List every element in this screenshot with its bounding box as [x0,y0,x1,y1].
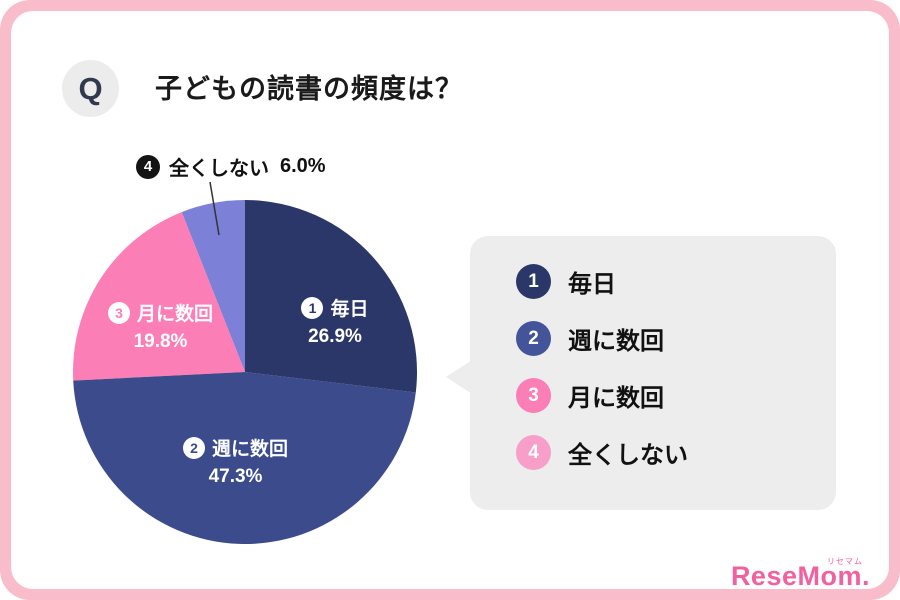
slice-number: 1 [308,299,317,316]
legend-item-everyday: 1 毎日 [516,264,836,299]
slice-label-row: 2 週に数回 [158,434,313,461]
callout-number-badge: 4 [136,154,160,179]
slice-label-weekly: 2 週に数回 47.3% [158,434,313,488]
legend-label: 毎日 [568,271,616,298]
legend-label: 月に数回 [568,385,664,412]
slice-number-badge: 2 [182,436,205,459]
legend-bubble: 1 毎日 2 週に数回 3 月に数回 4 全くしない [446,236,836,510]
q-letter: Q [78,70,103,106]
legend-number-badge: 1 [516,264,551,299]
slice-number: 3 [115,304,123,321]
slice-percent: 26.9% [308,326,362,347]
pie-slice-4 [181,200,245,372]
legend-number: 1 [528,270,539,292]
callout-number: 4 [143,158,153,175]
slice-name: 毎日 [330,299,369,320]
legend-item-weekly: 2 週に数回 [516,321,836,356]
pie-chart [73,181,418,545]
callout-text: 全くしない [169,158,269,180]
legend-number-badge: 3 [516,378,551,413]
legend-item-not-at-all: 4 全くしない [516,435,836,470]
pie-slice-3 [73,212,245,381]
slice-label-monthly: 3 月に数回 19.8% [83,299,238,353]
resemom-logo: リセマム ReseMom. [730,557,870,591]
pie-slice-2 [73,372,416,545]
slice-number-badge: 3 [107,301,130,324]
callout-line [209,181,220,236]
slice-number-badge: 1 [301,296,324,319]
slice-number: 2 [190,439,198,456]
legend-number: 2 [528,327,539,349]
callout-label-not-at-all: 4 全くしない 6.0% [136,152,326,181]
slice-label-everyday: 1 毎日 26.9% [268,294,402,348]
page-title: 子どもの読書の頻度は？ [155,74,463,104]
slice-label-row: 3 月に数回 [83,299,238,326]
pie-slice-1 [245,200,418,393]
logo-text: ReseMom. [730,561,870,591]
callout-percent: 6.0% [280,155,326,177]
legend-number: 4 [528,441,539,463]
legend-item-monthly: 3 月に数回 [516,378,836,413]
question-badge: Q [62,60,119,117]
legend-label: 全くしない [568,442,688,469]
bubble-pointer [446,360,472,394]
slice-label-row: 1 毎日 [268,294,402,321]
legend-label: 週に数回 [568,328,664,355]
slice-percent: 19.8% [133,331,188,352]
slice-name: 週に数回 [211,439,288,460]
legend-number: 3 [528,384,539,406]
slice-percent: 47.3% [208,466,263,487]
slice-name: 月に数回 [136,304,213,325]
logo-ruby-text: リセマム [827,557,863,566]
legend-number-badge: 2 [516,321,551,356]
legend-number-badge: 4 [516,435,551,470]
